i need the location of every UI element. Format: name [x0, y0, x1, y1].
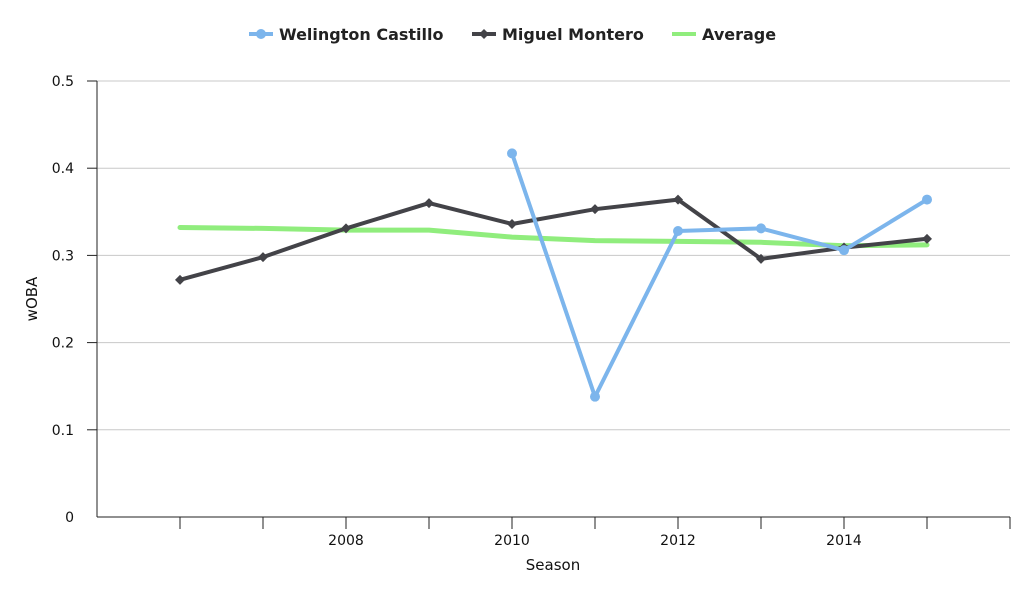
legend-item-montero[interactable]: Miguel Montero	[472, 25, 644, 44]
data-point-miguel-montero[interactable]	[756, 253, 766, 264]
data-point-miguel-montero[interactable]	[341, 223, 351, 234]
series-group	[175, 148, 932, 402]
y-axis-title: wOBA	[23, 276, 41, 321]
y-tick-label: 0	[65, 510, 74, 526]
data-point-miguel-montero[interactable]	[673, 194, 683, 205]
data-point-welington-castillo[interactable]	[590, 391, 600, 402]
data-point-welington-castillo[interactable]	[673, 225, 683, 236]
x-tick-label: 2014	[826, 533, 862, 549]
series-welington-castillo	[507, 148, 932, 402]
y-axis-ticks: 0 0.1 0.2 0.3 0.4 0.5	[52, 74, 74, 526]
series-average	[177, 225, 930, 249]
legend-marker-montero	[479, 29, 489, 39]
series-line-miguel-montero	[178, 197, 929, 282]
series-line-average	[177, 225, 930, 249]
y-tick-label: 0.2	[52, 336, 74, 352]
legend-label-average: Average	[702, 25, 776, 44]
data-point-miguel-montero[interactable]	[922, 233, 932, 244]
data-point-miguel-montero[interactable]	[175, 274, 185, 285]
y-tick-label: 0.4	[52, 161, 74, 177]
data-point-miguel-montero[interactable]	[258, 252, 268, 263]
data-point-welington-castillo[interactable]	[756, 223, 766, 234]
y-tick-label: 0.3	[52, 248, 74, 264]
legend-label-castillo: Welington Castillo	[279, 25, 444, 44]
x-axis-ticks: 2008 2010 2012 2014	[328, 533, 862, 549]
legend-item-average[interactable]: Average	[672, 25, 776, 44]
x-tick-label: 2010	[494, 533, 530, 549]
x-tick-label: 2008	[328, 533, 364, 549]
axes	[87, 80, 1011, 529]
data-point-miguel-montero[interactable]	[590, 204, 600, 215]
data-point-miguel-montero[interactable]	[507, 219, 517, 230]
x-axis-title: Season	[526, 556, 580, 574]
data-point-miguel-montero[interactable]	[424, 198, 434, 209]
y-tick-label: 0.1	[52, 423, 74, 439]
y-tick-label: 0.5	[52, 74, 74, 90]
gridlines	[97, 80, 1010, 431]
data-point-welington-castillo[interactable]	[839, 245, 849, 256]
series-line-welington-castillo	[510, 151, 929, 399]
legend: Welington Castillo Miguel Montero Averag…	[249, 25, 776, 44]
data-point-welington-castillo[interactable]	[922, 194, 932, 205]
data-point-welington-castillo[interactable]	[507, 148, 517, 159]
legend-item-castillo[interactable]: Welington Castillo	[249, 25, 444, 44]
x-tick-label: 2012	[660, 533, 696, 549]
legend-marker-castillo	[256, 29, 266, 39]
legend-label-montero: Miguel Montero	[502, 25, 644, 44]
